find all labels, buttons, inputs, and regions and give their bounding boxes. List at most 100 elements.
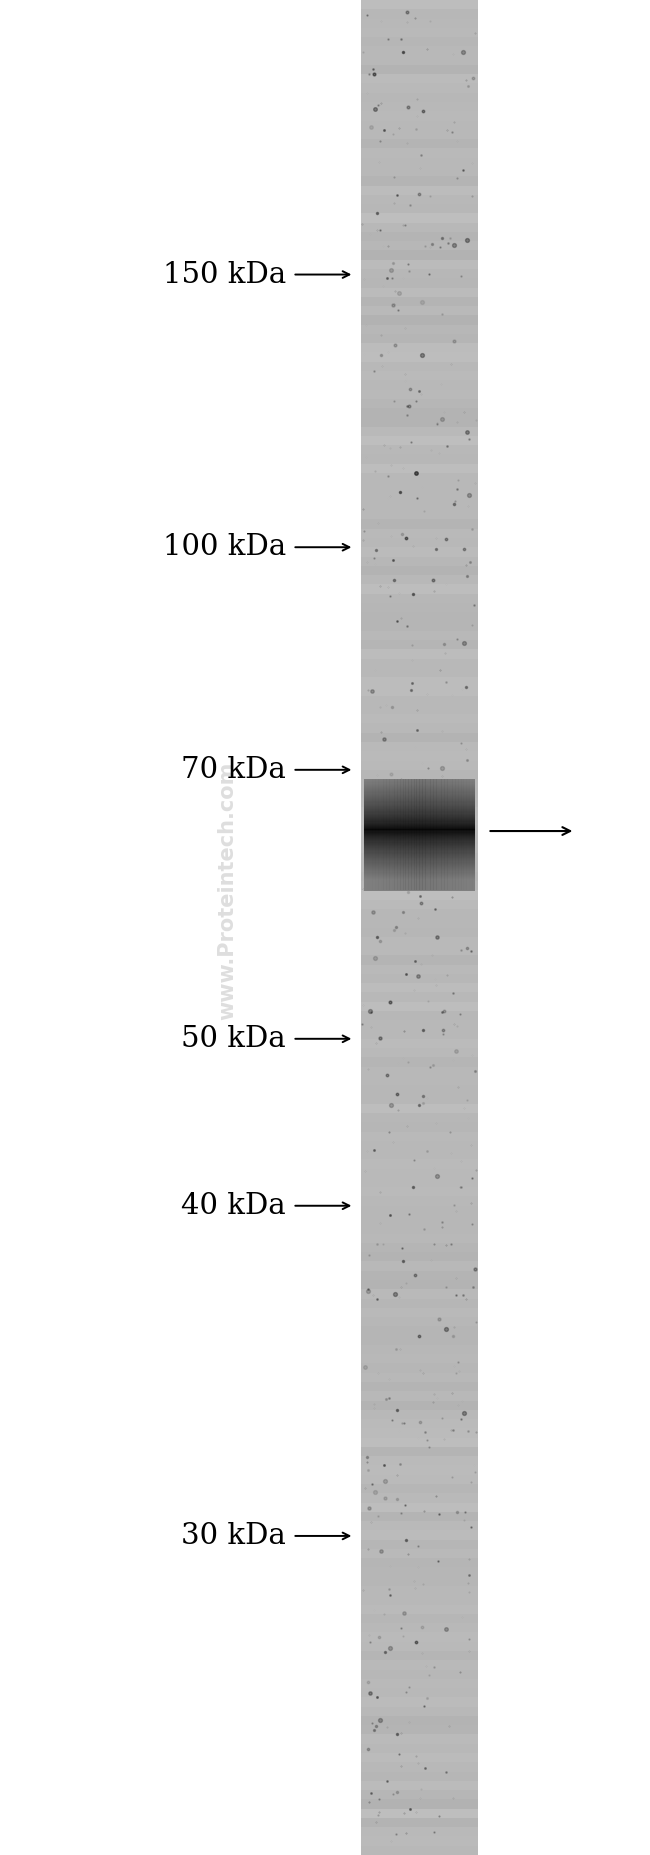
Bar [417,779,420,890]
Bar [361,501,478,510]
Bar [469,779,473,890]
Bar [361,121,478,130]
Bar [361,1419,478,1428]
Bar [361,1660,478,1670]
Bar [361,881,478,890]
Bar [361,686,478,696]
Bar [361,1781,478,1790]
Bar [361,288,478,297]
Bar [364,779,368,890]
Bar [361,1567,478,1577]
Bar [389,779,393,890]
Bar [361,1298,478,1308]
Bar [361,464,478,473]
Bar [361,1020,478,1030]
Bar [361,1827,478,1836]
Bar [361,1085,478,1094]
Bar [361,649,478,659]
Bar [361,1243,478,1252]
Bar [361,1048,478,1057]
Bar [361,250,478,260]
Bar [403,779,406,890]
Bar [361,1401,478,1410]
Bar [361,352,478,362]
Bar [361,714,478,723]
Bar [372,779,376,890]
Bar [361,1577,478,1586]
Bar [361,668,478,677]
Bar [361,1169,478,1178]
Bar [361,1456,478,1465]
Bar [361,1076,478,1085]
Bar [361,677,478,686]
Bar [425,779,428,890]
Bar [361,1465,478,1475]
Bar [361,965,478,974]
Bar [361,1094,478,1104]
Bar [450,779,453,890]
Bar [361,380,478,390]
Bar [361,278,478,288]
Bar [408,779,412,890]
Bar [361,1549,478,1558]
Bar [361,325,478,334]
Bar [361,529,478,538]
Bar [406,779,409,890]
Bar [361,1707,478,1716]
Bar [458,779,461,890]
Bar [361,1716,478,1725]
Bar [361,1818,478,1827]
Bar [463,779,467,890]
Bar [361,1141,478,1150]
Bar [436,779,439,890]
Bar [422,779,426,890]
Bar [361,1289,478,1298]
Bar [367,779,370,890]
Bar [361,56,478,65]
Bar [428,779,431,890]
Bar [361,1057,478,1067]
Bar [361,1503,478,1512]
Bar [361,232,478,241]
Bar [361,19,478,28]
Bar [400,779,404,890]
Bar [361,1280,478,1289]
Bar [361,1391,478,1401]
Bar [361,306,478,315]
Bar [361,1122,478,1132]
Bar [361,835,478,844]
Bar [361,186,478,195]
Bar [361,241,478,250]
Text: 40 kDa: 40 kDa [181,1191,286,1221]
Bar [361,0,478,1855]
Bar [361,454,478,464]
Bar [361,1011,478,1020]
Bar [361,723,478,733]
Bar [361,1809,478,1818]
Bar [361,575,478,584]
Bar [447,779,450,890]
Bar [361,1336,478,1345]
Text: 30 kDa: 30 kDa [181,1521,286,1551]
Bar [361,213,478,223]
Bar [361,0,478,9]
Bar [361,1308,478,1317]
Bar [361,1345,478,1354]
Bar [361,946,478,955]
Bar [361,102,478,111]
Bar [361,139,478,148]
Bar [361,1234,478,1243]
Bar [361,547,478,556]
Bar [361,909,478,918]
Bar [361,417,478,427]
Bar [361,1753,478,1762]
Bar [361,1252,478,1261]
Bar [361,770,478,779]
Bar [361,751,478,761]
Bar [361,807,478,816]
Bar [361,1484,478,1493]
Bar [361,1688,478,1697]
Bar [361,1104,478,1113]
Bar [361,1326,478,1336]
Bar [361,223,478,232]
